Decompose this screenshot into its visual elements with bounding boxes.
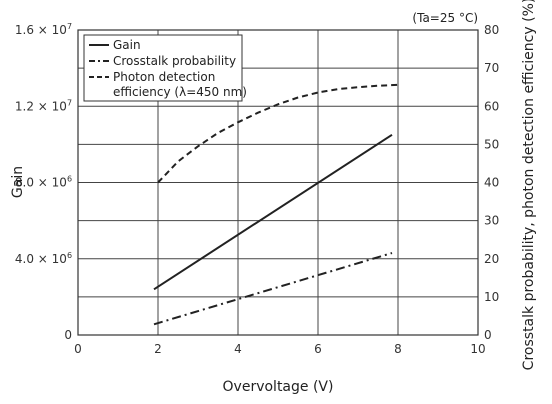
right-tick-label: 40 — [484, 176, 499, 190]
x-tick-label: 10 — [470, 342, 485, 356]
legend: Gain Crosstalk probability Photon detect… — [83, 34, 247, 102]
right-tick-label: 0 — [484, 328, 492, 342]
series-layer — [153, 83, 399, 326]
right-axis-title: Crosstalk probability, photon detection … — [521, 0, 537, 370]
legend-box — [83, 34, 243, 102]
legend-label-gain: Gain — [113, 38, 141, 52]
right-y-axis: 0 10 20 30 40 50 60 70 80 — [484, 23, 499, 342]
plot-frame — [77, 29, 479, 336]
condition-note: (Ta=25 °C) — [412, 11, 478, 25]
right-tick-label: 70 — [484, 61, 499, 75]
right-tick-label: 20 — [484, 252, 499, 266]
left-axis-title: Gain — [10, 166, 26, 198]
right-tick-label: 60 — [484, 99, 499, 113]
legend-label-crosstalk: Crosstalk probability — [113, 54, 236, 68]
series-line-pde — [157, 83, 399, 184]
x-axis-title: Overvoltage (V) — [223, 379, 334, 395]
legend-label-pde-line2: efficiency (λ=450 nm) — [113, 85, 247, 99]
series-line-gain — [153, 133, 393, 291]
series-line-crosstalk — [153, 252, 393, 326]
left-y-axis: 0 4.0 × 106 8.0 × 106 1.2 × 107 1.6 × 107 — [15, 22, 72, 342]
left-tick-label: 4.0 × 106 — [15, 251, 72, 266]
left-tick-label: 8.0 × 106 — [15, 175, 72, 190]
right-tick-label: 30 — [484, 214, 499, 228]
left-tick-label: 1.6 × 107 — [15, 22, 72, 37]
left-tick-label: 0 — [64, 328, 72, 342]
x-tick-label: 6 — [314, 342, 322, 356]
x-tick-label: 2 — [154, 342, 162, 356]
x-tick-label: 4 — [234, 342, 242, 356]
x-tick-label: 0 — [74, 342, 82, 356]
right-tick-label: 80 — [484, 23, 499, 37]
right-tick-label: 10 — [484, 290, 499, 304]
x-axis: 0 2 4 6 8 10 — [74, 342, 485, 356]
legend-label-pde-line1: Photon detection — [113, 70, 215, 84]
x-tick-label: 8 — [394, 342, 402, 356]
right-tick-label: 50 — [484, 137, 499, 151]
left-tick-label: 1.2 × 107 — [15, 98, 72, 113]
